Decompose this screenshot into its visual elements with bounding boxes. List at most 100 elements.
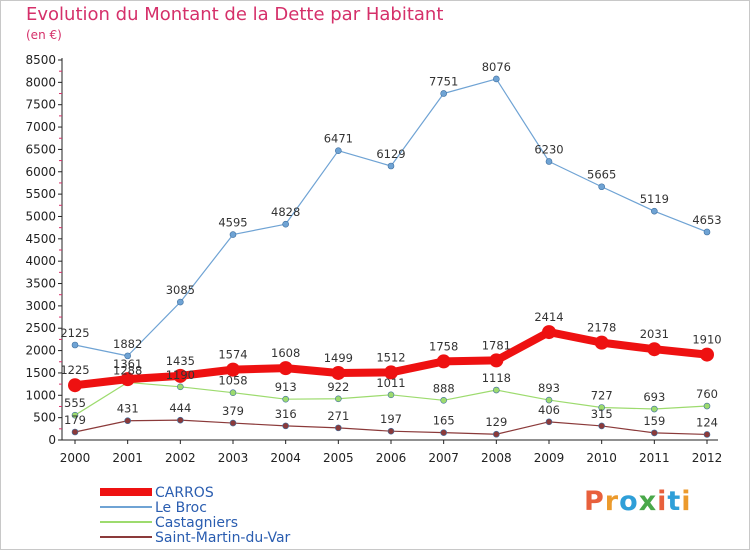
legend-label: Castagniers bbox=[155, 515, 238, 531]
x-tick-label: 2004 bbox=[270, 451, 301, 465]
data-point-saint-martin-du-var bbox=[651, 429, 658, 437]
data-label-carros: 2178 bbox=[587, 321, 616, 335]
data-label-carros: 1574 bbox=[218, 348, 247, 362]
data-point-carros bbox=[68, 378, 82, 393]
data-point-saint-martin-du-var bbox=[440, 429, 447, 436]
data-point-le-broc bbox=[493, 75, 500, 83]
x-tick-label: 2000 bbox=[60, 451, 91, 465]
data-point-castagniers bbox=[335, 395, 342, 403]
data-point-castagniers bbox=[493, 386, 500, 394]
data-point-saint-martin-du-var bbox=[282, 422, 289, 430]
data-label-castagniers: 1288 bbox=[113, 363, 142, 377]
legend-label: CARROS bbox=[155, 485, 214, 501]
logo-letter: P bbox=[584, 486, 605, 517]
x-tick-label: 2012 bbox=[692, 451, 723, 465]
data-point-saint-martin-du-var bbox=[387, 427, 395, 435]
data-label-castagniers: 888 bbox=[433, 381, 455, 395]
data-label-saint-martin-du-var: 406 bbox=[538, 403, 560, 417]
x-tick-label: 2010 bbox=[586, 451, 617, 465]
data-point-carros bbox=[700, 347, 714, 362]
data-label-saint-martin-du-var: 444 bbox=[169, 401, 191, 415]
data-point-le-broc bbox=[545, 158, 553, 165]
logo-letter: r bbox=[604, 486, 620, 517]
y-tick-label: 1000 bbox=[25, 388, 56, 402]
data-label-saint-martin-du-var: 129 bbox=[485, 415, 507, 429]
x-tick-label: 2011 bbox=[639, 451, 670, 465]
data-label-castagniers: 1190 bbox=[166, 368, 195, 382]
x-tick-label: 2002 bbox=[165, 451, 196, 465]
data-label-carros: 1758 bbox=[429, 339, 458, 353]
data-label-saint-martin-du-var: 197 bbox=[380, 412, 402, 426]
y-tick-label: 0 bbox=[48, 433, 56, 447]
data-label-le-broc: 5119 bbox=[640, 192, 669, 206]
data-point-le-broc bbox=[651, 207, 658, 215]
data-point-saint-martin-du-var bbox=[124, 417, 131, 425]
data-point-carros bbox=[542, 325, 556, 340]
data-point-le-broc bbox=[703, 228, 711, 236]
data-label-carros: 1435 bbox=[166, 354, 195, 368]
data-label-carros: 2414 bbox=[534, 310, 563, 324]
data-label-carros: 2031 bbox=[640, 327, 669, 341]
data-point-saint-martin-du-var bbox=[335, 424, 342, 432]
y-tick-label: 3500 bbox=[25, 277, 56, 291]
data-point-carros bbox=[436, 354, 451, 369]
data-point-le-broc bbox=[71, 341, 79, 349]
data-label-castagniers: 555 bbox=[64, 396, 86, 410]
data-point-carros bbox=[647, 342, 662, 357]
data-point-saint-martin-du-var bbox=[493, 430, 500, 438]
proxiti-logo: Proxiti bbox=[584, 486, 692, 517]
data-point-castagniers bbox=[545, 396, 553, 404]
y-tick-label: 2000 bbox=[25, 344, 56, 358]
data-point-castagniers bbox=[440, 397, 447, 404]
data-label-le-broc: 6129 bbox=[376, 147, 405, 161]
x-tick-label: 2009 bbox=[534, 451, 565, 465]
data-point-castagniers bbox=[651, 405, 658, 413]
data-point-carros bbox=[489, 353, 504, 368]
data-point-carros bbox=[331, 365, 346, 380]
data-point-castagniers bbox=[71, 411, 79, 419]
chart-title: Evolution du Montant de la Dette par Hab… bbox=[26, 4, 444, 25]
data-label-carros: 1608 bbox=[271, 346, 300, 360]
data-label-saint-martin-du-var: 431 bbox=[117, 402, 139, 416]
data-label-castagniers: 1011 bbox=[376, 376, 405, 390]
data-label-castagniers: 922 bbox=[327, 380, 349, 394]
y-tick-label: 4000 bbox=[25, 254, 56, 268]
data-label-saint-martin-du-var: 179 bbox=[64, 413, 86, 427]
axes: 0 500 1000 1500 2000 2500 3000 3500 4000 4500 5000… bbox=[25, 53, 722, 465]
data-label-le-broc: 7751 bbox=[429, 74, 458, 88]
data-label-castagniers: 727 bbox=[591, 388, 613, 402]
data-point-le-broc bbox=[335, 147, 342, 155]
data-point-castagniers bbox=[282, 395, 289, 403]
data-label-saint-martin-du-var: 165 bbox=[433, 414, 455, 428]
data-label-le-broc: 5665 bbox=[587, 168, 616, 182]
x-tick-label: 2008 bbox=[481, 451, 512, 465]
data-label-saint-martin-du-var: 316 bbox=[275, 407, 297, 421]
data-point-le-broc bbox=[177, 298, 184, 306]
data-point-saint-martin-du-var bbox=[229, 419, 237, 427]
logo-letter: o bbox=[619, 486, 639, 517]
logo-letter: i bbox=[657, 486, 668, 517]
data-label-le-broc: 4828 bbox=[271, 205, 300, 219]
data-point-castagniers bbox=[387, 391, 395, 399]
data-label-le-broc: 4653 bbox=[692, 213, 721, 227]
data-label-saint-martin-du-var: 271 bbox=[327, 409, 349, 423]
x-tick-label: 2006 bbox=[376, 451, 407, 465]
data-label-castagniers: 760 bbox=[696, 387, 718, 401]
data-label-carros: 1225 bbox=[60, 363, 89, 377]
data-label-carros: 1361 bbox=[113, 357, 142, 371]
data-label-castagniers: 913 bbox=[275, 380, 297, 394]
legend-label: Le Broc bbox=[155, 500, 207, 516]
data-point-saint-martin-du-var bbox=[545, 418, 553, 426]
data-point-saint-martin-du-var bbox=[598, 422, 605, 430]
data-label-castagniers: 1118 bbox=[482, 371, 511, 385]
data-point-saint-martin-du-var bbox=[71, 428, 79, 436]
y-tick-label: 6000 bbox=[25, 165, 56, 179]
data-label-carros: 1512 bbox=[376, 350, 405, 364]
y-tick-label: 8500 bbox=[25, 53, 56, 67]
chart-subtitle: (en €) bbox=[26, 28, 62, 42]
data-label-saint-martin-du-var: 379 bbox=[222, 404, 244, 418]
y-tick-label: 2500 bbox=[25, 321, 56, 335]
data-label-castagniers: 1058 bbox=[218, 374, 247, 388]
x-tick-label: 2007 bbox=[428, 451, 459, 465]
